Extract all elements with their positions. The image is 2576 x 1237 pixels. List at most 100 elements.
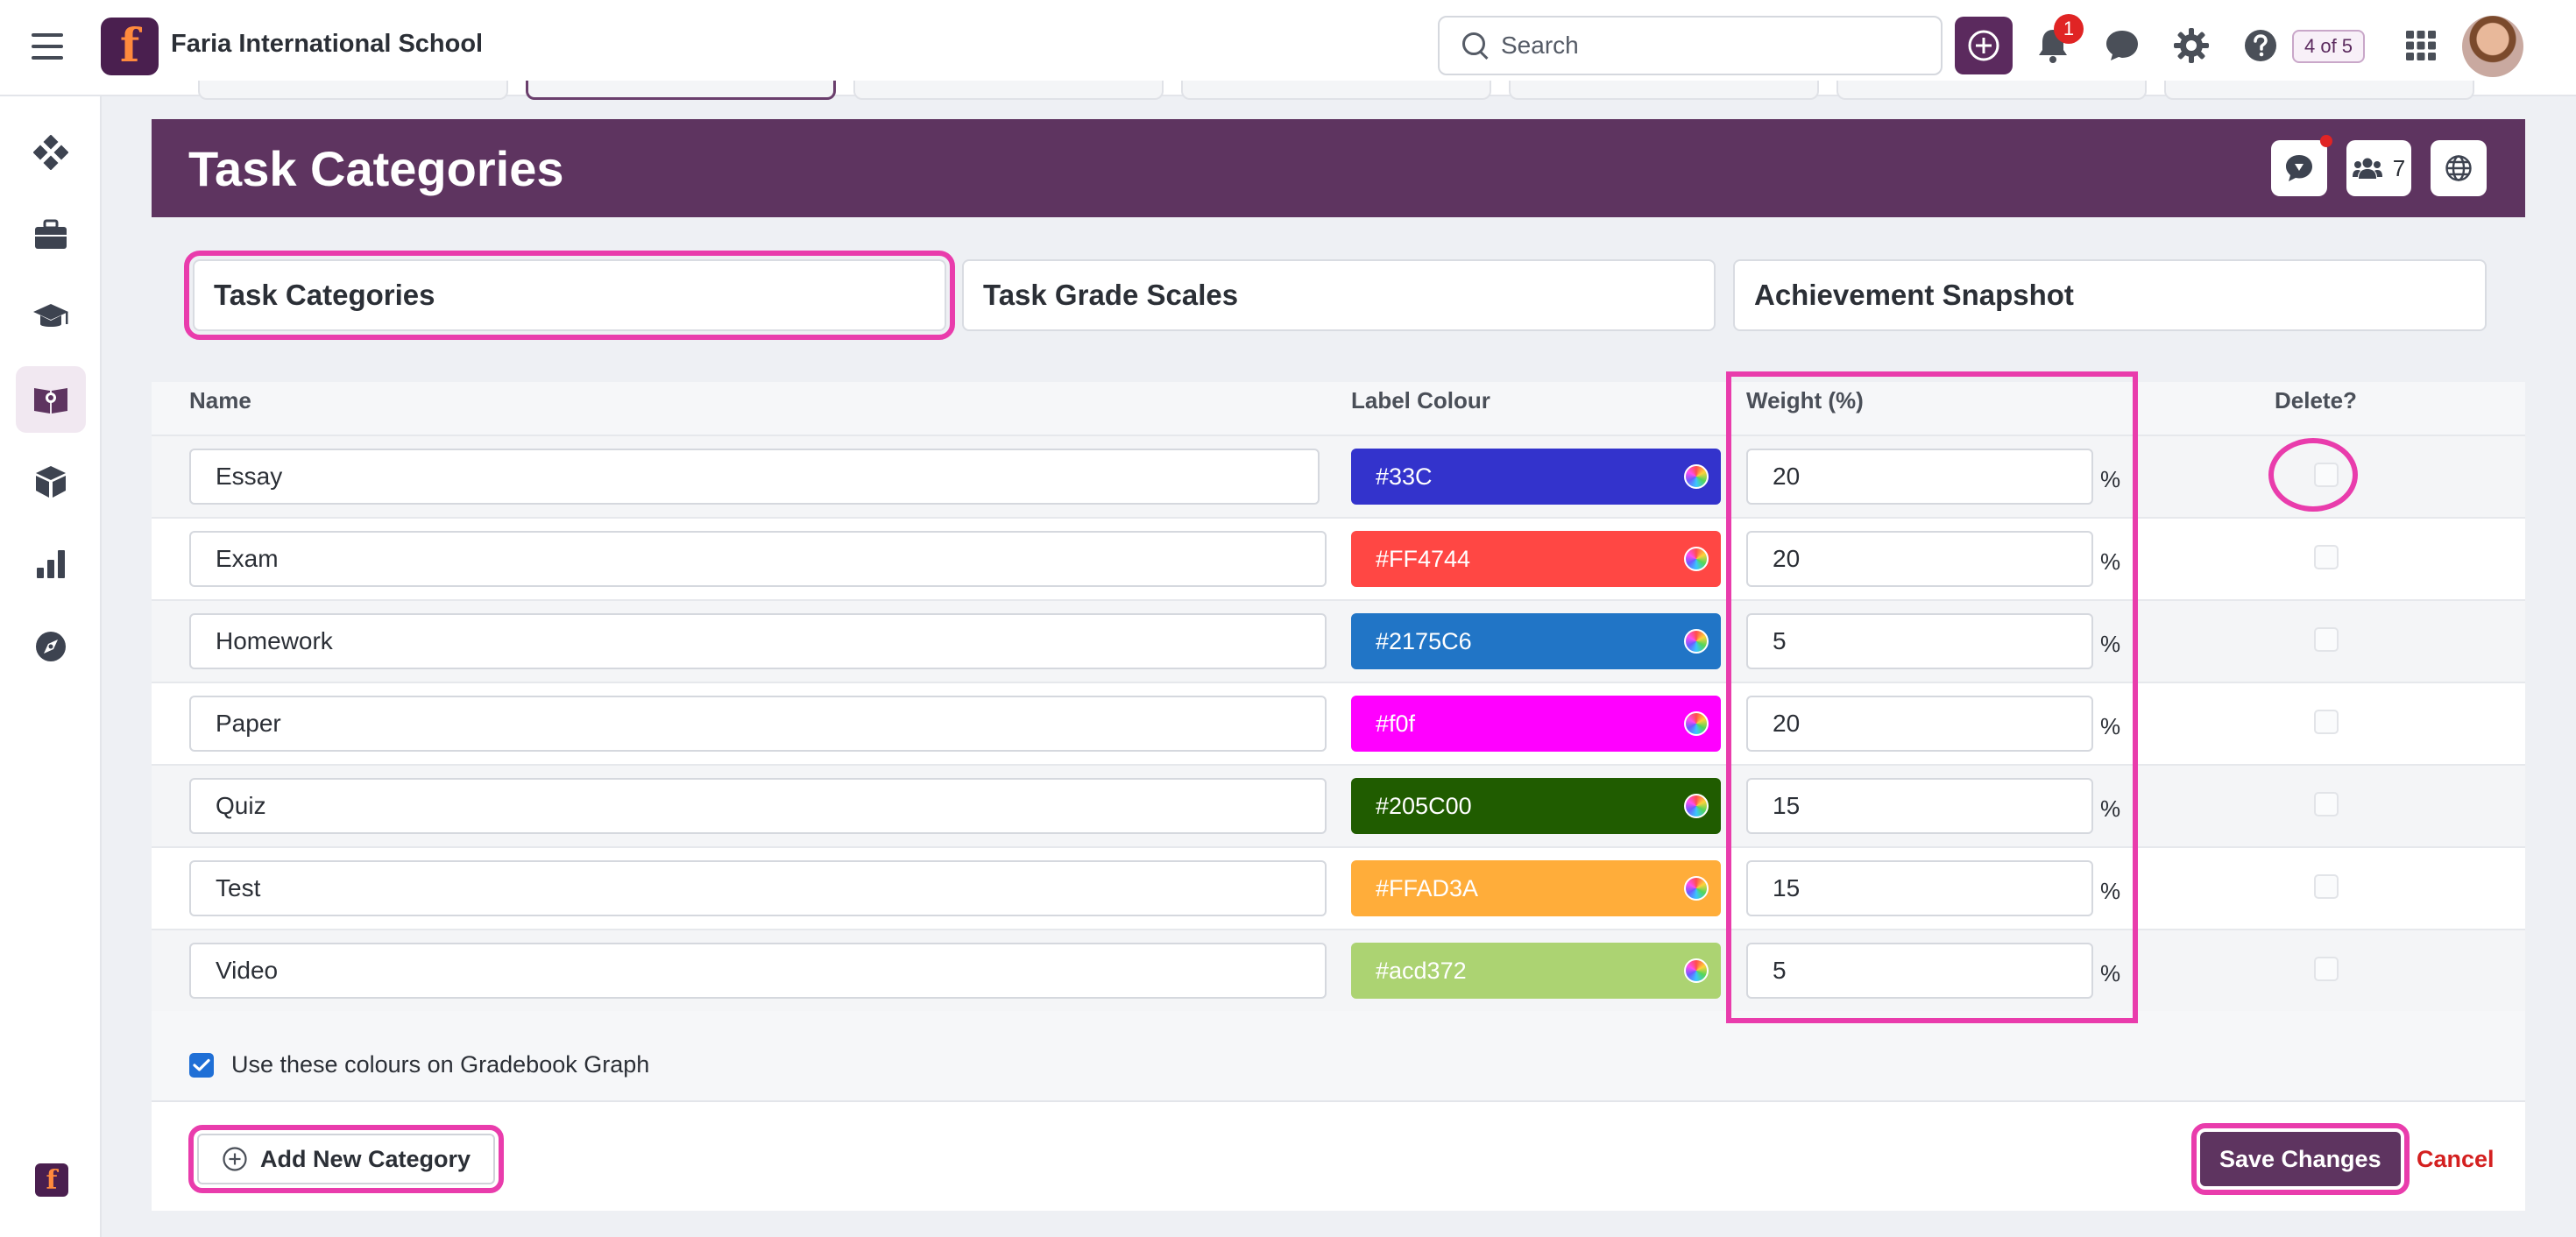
category-name-input[interactable] <box>189 943 1327 999</box>
apps-button[interactable] <box>2398 23 2444 68</box>
ghost-tab[interactable] <box>526 81 836 100</box>
language-button[interactable] <box>2431 140 2487 196</box>
help-icon <box>2245 30 2276 61</box>
sidebar-item-gradebook[interactable] <box>16 366 86 433</box>
weight-input[interactable] <box>1746 778 2093 834</box>
weight-input[interactable] <box>1746 449 2093 505</box>
delete-checkbox[interactable] <box>2314 545 2339 569</box>
sidebar-item-explore[interactable] <box>16 613 86 680</box>
graduation-cap-icon <box>33 304 68 327</box>
briefcase-icon <box>35 219 67 249</box>
search-box[interactable] <box>1438 16 1943 75</box>
label-colour-picker[interactable]: #FF4744 <box>1351 531 1721 587</box>
members-button[interactable]: 7 <box>2346 140 2411 196</box>
feedback-button[interactable] <box>2271 135 2332 196</box>
notification-badge: 1 <box>2054 14 2084 44</box>
delete-checkbox[interactable] <box>2314 874 2339 899</box>
school-logo[interactable]: f <box>101 18 159 75</box>
category-name-input[interactable] <box>189 449 1320 505</box>
sidebar-item-portfolio[interactable] <box>16 201 86 268</box>
sidebar-item-resources[interactable] <box>16 449 86 515</box>
colour-value: #acd372 <box>1376 957 1467 984</box>
label-colour-picker[interactable]: #205C00 <box>1351 778 1721 834</box>
delete-checkbox[interactable] <box>2314 710 2339 734</box>
cube-icon <box>36 466 66 498</box>
plus-circle-icon <box>223 1147 247 1171</box>
messages-button[interactable] <box>2099 23 2145 68</box>
page-title: Task Categories <box>188 141 564 196</box>
weight-input[interactable] <box>1746 613 2093 669</box>
category-name-input[interactable] <box>189 696 1327 752</box>
weight-input[interactable] <box>1746 696 2093 752</box>
percent-label: % <box>2100 795 2121 822</box>
weight-input[interactable] <box>1746 943 2093 999</box>
color-wheel-icon <box>1684 958 1709 983</box>
sidebar-item-dashboard[interactable] <box>16 119 86 186</box>
label-colour-picker[interactable]: #acd372 <box>1351 943 1721 999</box>
weight-input[interactable] <box>1746 860 2093 916</box>
globe-icon <box>2445 155 2472 181</box>
use-colours-checkbox[interactable] <box>189 1052 214 1078</box>
delete-checkbox[interactable] <box>2314 792 2339 816</box>
faria-logo[interactable]: f <box>35 1163 68 1197</box>
ghost-tab[interactable] <box>1181 81 1491 100</box>
label-colour-picker[interactable]: #f0f <box>1351 696 1721 752</box>
feedback-dot <box>2320 135 2332 147</box>
category-name-input[interactable] <box>189 613 1327 669</box>
settings-button[interactable] <box>2169 23 2214 68</box>
user-avatar[interactable] <box>2462 16 2523 77</box>
use-colours-option[interactable]: Use these colours on Gradebook Graph <box>189 1051 649 1078</box>
delete-checkbox[interactable] <box>2314 957 2339 981</box>
color-wheel-icon <box>1684 547 1709 571</box>
ghost-tab[interactable] <box>1836 81 2147 100</box>
ghost-tab[interactable] <box>2164 81 2474 100</box>
create-button[interactable] <box>1955 17 2013 74</box>
page-counter[interactable]: 4 of 5 <box>2292 30 2366 63</box>
compass-icon <box>36 632 66 661</box>
ghost-tab[interactable] <box>198 81 508 100</box>
colour-value: #205C00 <box>1376 792 1472 819</box>
percent-label: % <box>2100 713 2121 739</box>
colour-value: #2175C6 <box>1376 627 1472 654</box>
sidebar-item-reports[interactable] <box>16 531 86 597</box>
sidebar-item-academics[interactable] <box>16 284 86 350</box>
delete-checkbox[interactable] <box>2314 627 2339 652</box>
logo-letter: f <box>119 19 140 73</box>
save-changes-button[interactable]: Save Changes <box>2191 1123 2410 1195</box>
label-colour-picker[interactable]: #FFAD3A <box>1351 860 1721 916</box>
menu-icon[interactable] <box>32 33 63 60</box>
search-icon <box>1461 31 1490 60</box>
label-colour-picker[interactable]: #2175C6 <box>1351 613 1721 669</box>
label-colour-picker[interactable]: #33C <box>1351 449 1721 505</box>
add-category-label: Add New Category <box>260 1145 471 1172</box>
delete-checkbox[interactable] <box>2314 463 2339 487</box>
percent-label: % <box>2100 878 2121 904</box>
book-icon <box>34 388 67 414</box>
tab-task-categories[interactable]: Task Categories <box>184 251 955 340</box>
add-category-button[interactable]: Add New Category <box>188 1125 505 1193</box>
tab-achievement-snapshot[interactable]: Achievement Snapshot <box>1733 259 2487 331</box>
weight-input[interactable] <box>1746 531 2093 587</box>
search-input[interactable] <box>1501 32 1921 60</box>
checkmark-icon <box>193 1058 210 1071</box>
side-logo-letter: f <box>46 1164 58 1196</box>
help-button[interactable] <box>2238 23 2283 68</box>
category-name-input[interactable] <box>189 860 1327 916</box>
tab-task-grade-scales[interactable]: Task Grade Scales <box>962 259 1716 331</box>
grid-icon <box>2406 31 2436 60</box>
chat-bubble-icon <box>2106 31 2138 60</box>
dashboard-icon <box>33 135 68 170</box>
column-header-delete: Delete? <box>2275 387 2357 414</box>
category-name-input[interactable] <box>189 778 1327 834</box>
ghost-tab[interactable] <box>853 81 1164 100</box>
users-icon <box>2352 158 2382 179</box>
card-header: Task Categories 7 <box>152 119 2525 217</box>
ghost-tab[interactable] <box>1509 81 1819 100</box>
members-count: 7 <box>2392 154 2406 181</box>
category-name-input[interactable] <box>189 531 1327 587</box>
bar-chart-icon <box>37 550 65 578</box>
school-name[interactable]: Faria International School <box>171 30 484 58</box>
top-bar: f Faria International School 1 <box>0 0 2576 96</box>
cancel-link[interactable]: Cancel <box>2417 1146 2495 1172</box>
colour-value: #FF4744 <box>1376 545 1471 572</box>
